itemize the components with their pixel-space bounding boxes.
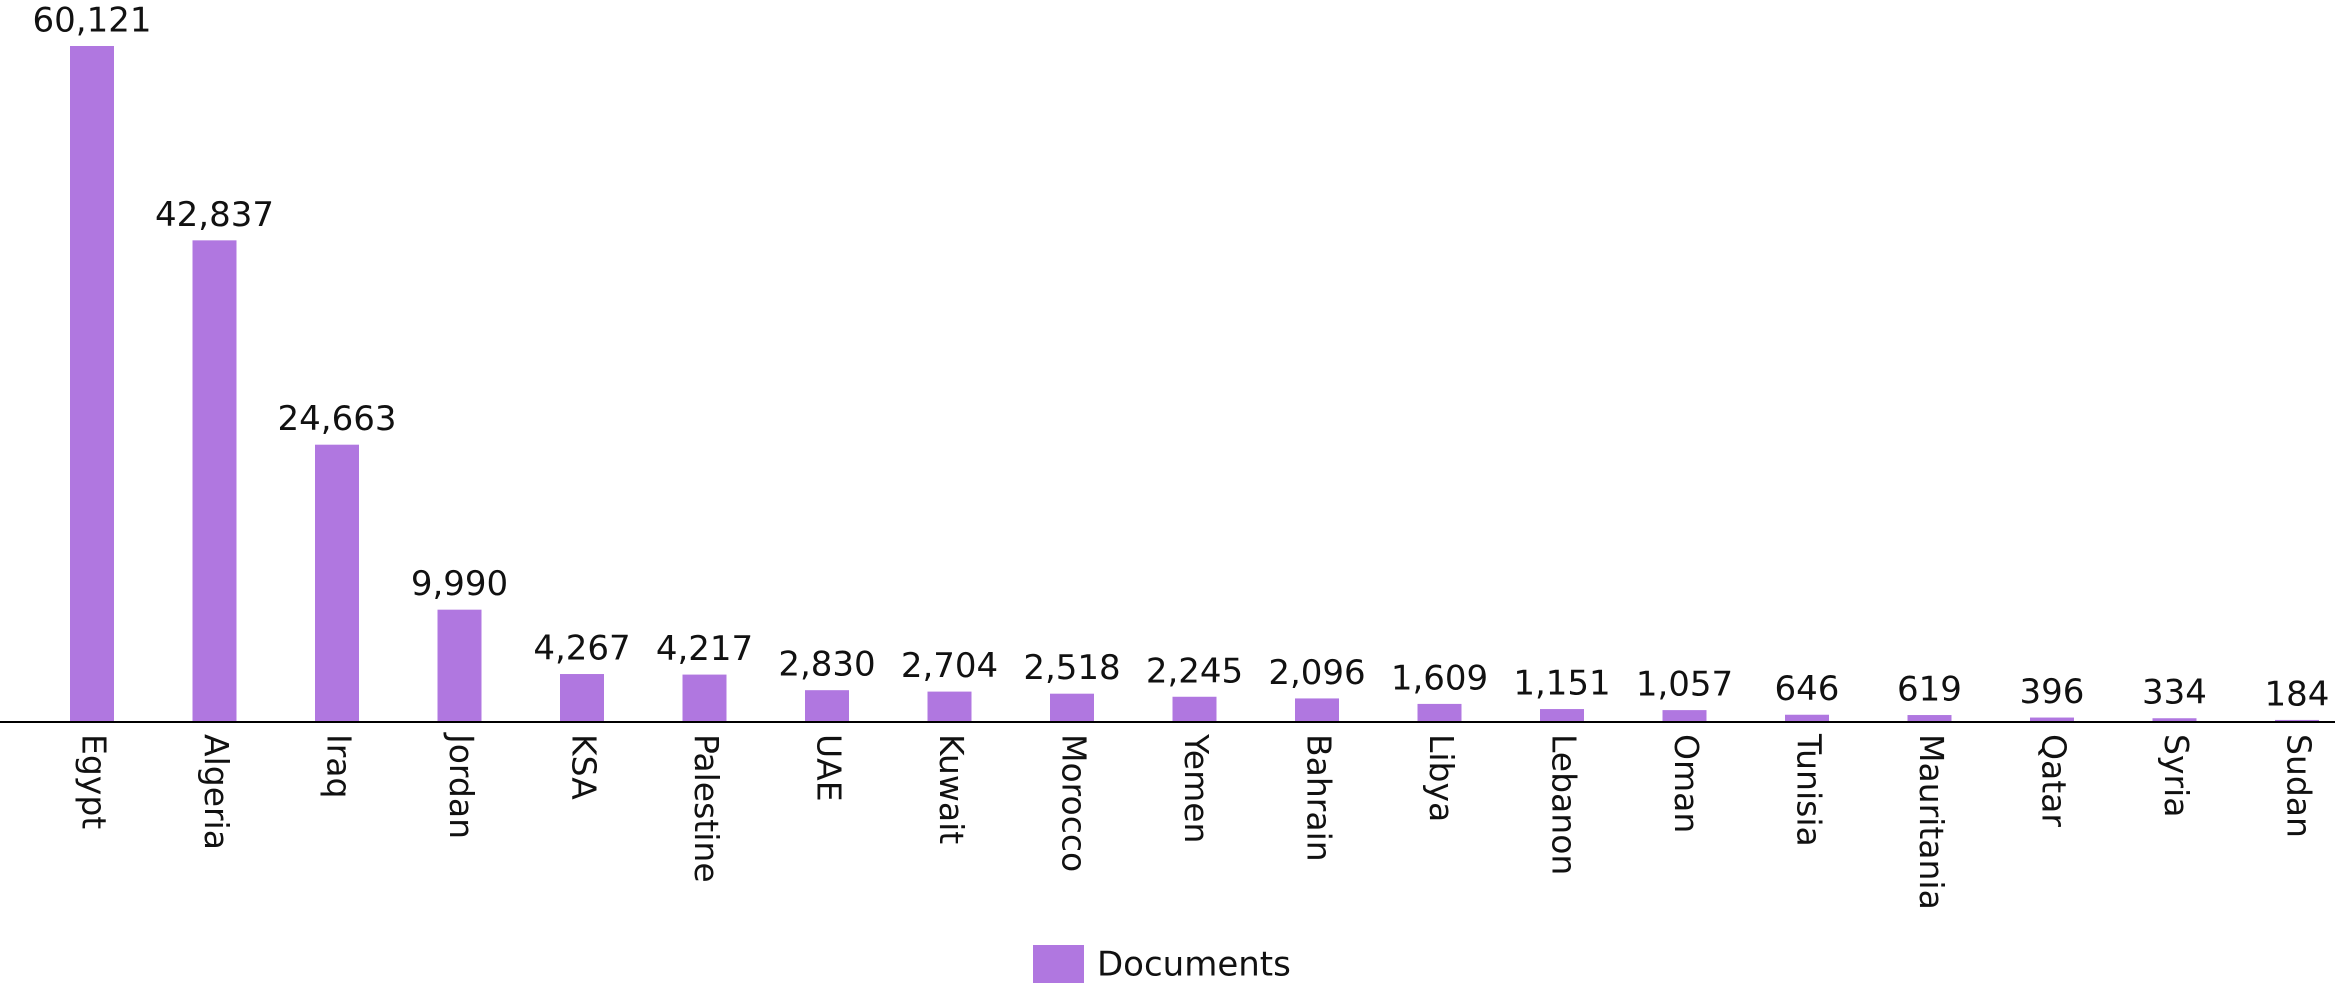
bar (927, 691, 972, 722)
x-tick-label: Algeria (197, 734, 236, 850)
x-tick-label: Oman (1667, 734, 1706, 833)
data-label: 2,830 (778, 645, 875, 685)
data-label: 42,837 (155, 195, 274, 235)
legend-swatch (1033, 945, 1084, 983)
bar (560, 674, 604, 722)
x-tick-label: Egypt (75, 734, 114, 829)
data-label: 2,704 (901, 646, 998, 686)
bar (2152, 718, 2197, 722)
x-tick-label: Sudan (2280, 734, 2319, 838)
x-tick-label: Palestine (687, 734, 726, 883)
bar (70, 46, 114, 722)
x-tick-label: Syria (2157, 734, 2196, 817)
data-label: 1,057 (1636, 665, 1733, 705)
data-label: 396 (2020, 672, 2085, 712)
data-label: 1,151 (1513, 664, 1610, 704)
x-tick-label: UAE (810, 734, 849, 802)
data-label: 646 (1775, 669, 1840, 709)
x-tick-label: KSA (565, 734, 604, 800)
x-tick-label: Yemen (1177, 733, 1216, 843)
x-tick-label: Qatar (2035, 734, 2074, 827)
bar (682, 674, 727, 722)
bar (1785, 714, 1829, 722)
x-tick-label: Mauritania (1912, 734, 1951, 910)
bar (2275, 719, 2319, 722)
data-label: 9,990 (411, 564, 508, 604)
data-label: 184 (2265, 674, 2330, 714)
bar (1907, 715, 1952, 722)
bar (1662, 710, 1707, 722)
bar (1172, 696, 1217, 722)
data-label: 4,267 (533, 629, 630, 669)
data-label: 2,518 (1023, 648, 1120, 688)
data-label: 2,096 (1268, 653, 1365, 693)
x-tick-label: Libya (1422, 734, 1461, 822)
data-label: 334 (2142, 673, 2207, 713)
bar (437, 609, 482, 722)
bar (805, 690, 849, 722)
x-tick-label: Tunisia (1790, 733, 1829, 847)
data-label: 24,663 (278, 399, 397, 439)
x-tick-label: Iraq (320, 734, 359, 798)
data-label: 1,609 (1391, 658, 1488, 698)
x-tick-label: Lebanon (1545, 734, 1584, 875)
legend-label: Documents (1097, 945, 1291, 985)
x-tick-label: Morocco (1055, 734, 1094, 872)
bar (1050, 693, 1094, 722)
bar (1540, 709, 1584, 722)
data-label: 4,217 (656, 629, 753, 669)
x-tick-label: Jordan (442, 732, 481, 839)
bar (1295, 698, 1339, 722)
bar (192, 240, 237, 723)
bar (315, 444, 359, 722)
data-label: 619 (1897, 670, 1962, 710)
bar (2030, 717, 2074, 722)
data-label: 2,245 (1146, 651, 1243, 691)
data-label: 60,121 (33, 1, 152, 41)
x-tick-label: Bahrain (1300, 734, 1339, 862)
bar (1417, 703, 1462, 722)
x-tick-label: Kuwait (932, 734, 971, 844)
